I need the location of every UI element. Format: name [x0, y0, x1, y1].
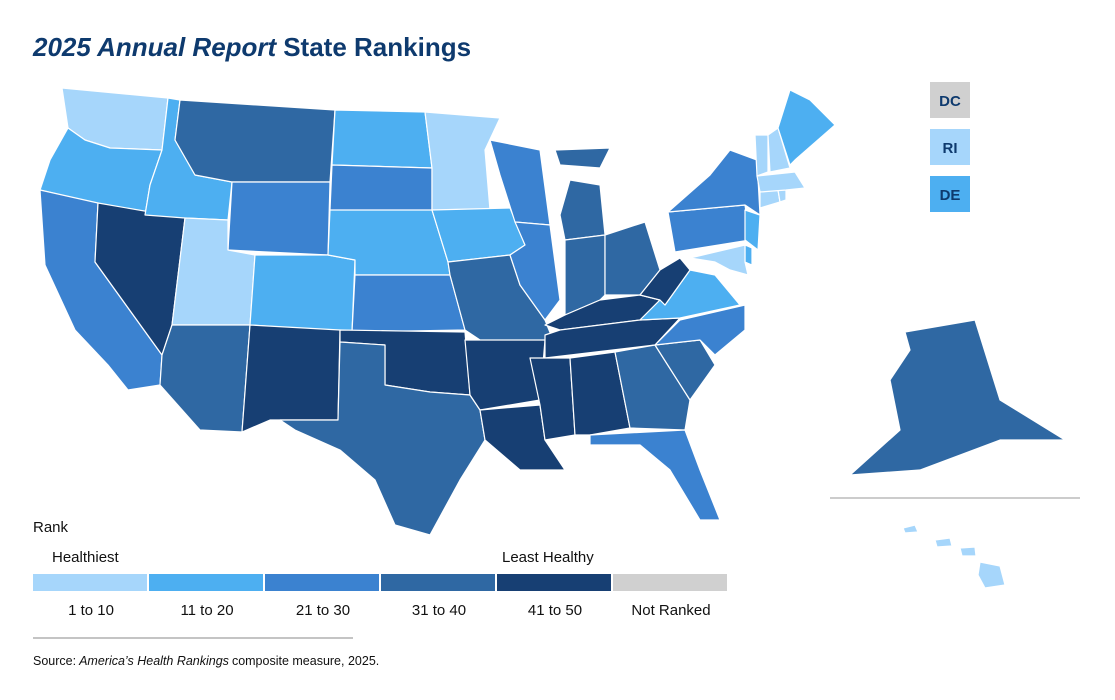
state — [754, 134, 769, 177]
legend-swatch — [265, 574, 379, 591]
state — [564, 234, 606, 316]
title-rest: State Rankings — [283, 32, 471, 62]
state — [241, 324, 341, 433]
legend: 1 to 10 11 to 20 21 to 30 31 to 40 41 to 50 N… — [33, 574, 727, 619]
state — [744, 209, 761, 251]
state — [424, 111, 501, 211]
state — [589, 429, 721, 521]
state — [159, 324, 251, 433]
legend-heading: Rank — [33, 519, 69, 536]
state — [509, 221, 561, 321]
source-prefix: Source: — [33, 654, 76, 668]
source: Source: America’s Health Rankings composit… — [33, 654, 379, 668]
state — [249, 254, 356, 333]
map — [39, 87, 1066, 589]
state — [174, 99, 336, 183]
state — [756, 171, 806, 193]
state — [849, 319, 1066, 476]
legend-swatch — [613, 574, 727, 591]
state — [639, 257, 691, 306]
state — [554, 147, 611, 241]
state — [667, 149, 761, 216]
title-italic: 2025 Annual Report — [32, 32, 278, 62]
state — [529, 357, 576, 441]
state — [744, 244, 753, 266]
state — [667, 204, 751, 253]
state — [329, 164, 433, 216]
state — [689, 244, 749, 276]
legend-high: Least Healthy — [502, 549, 594, 566]
state — [777, 189, 787, 203]
state-box — [930, 82, 970, 118]
legend-swatch — [149, 574, 263, 591]
title: 2025 Annual Report State Rankings — [32, 32, 471, 62]
legend-label: Not Ranked — [631, 602, 710, 619]
legend-swatch — [497, 574, 611, 591]
legend-swatch — [33, 574, 147, 591]
state — [902, 524, 1006, 589]
state — [569, 351, 631, 436]
state-box — [930, 129, 970, 165]
state — [227, 181, 331, 256]
state-box — [930, 176, 970, 212]
state — [759, 189, 781, 209]
state — [351, 274, 466, 333]
legend-label: 21 to 30 — [296, 602, 350, 619]
legend-label: 31 to 40 — [412, 602, 466, 619]
state — [331, 109, 433, 169]
state — [279, 341, 486, 536]
state — [654, 304, 746, 356]
small-state-boxes: DC RI DE — [930, 82, 970, 212]
legend-label: 1 to 10 — [68, 602, 114, 619]
source-italic: America’s Health Rankings — [78, 654, 229, 668]
state — [614, 344, 691, 431]
state-box-label: RI — [943, 140, 958, 157]
state — [464, 339, 546, 411]
legend-low: Healthiest — [52, 549, 120, 566]
source-suffix: composite measure, 2025. — [232, 654, 379, 668]
state-box-label: DE — [940, 187, 961, 204]
legend-label: 11 to 20 — [180, 602, 233, 619]
legend-swatch — [381, 574, 495, 591]
legend-label: 41 to 50 — [528, 602, 582, 619]
state — [767, 127, 791, 173]
state-box-label: DC — [939, 93, 961, 110]
state — [777, 89, 836, 166]
